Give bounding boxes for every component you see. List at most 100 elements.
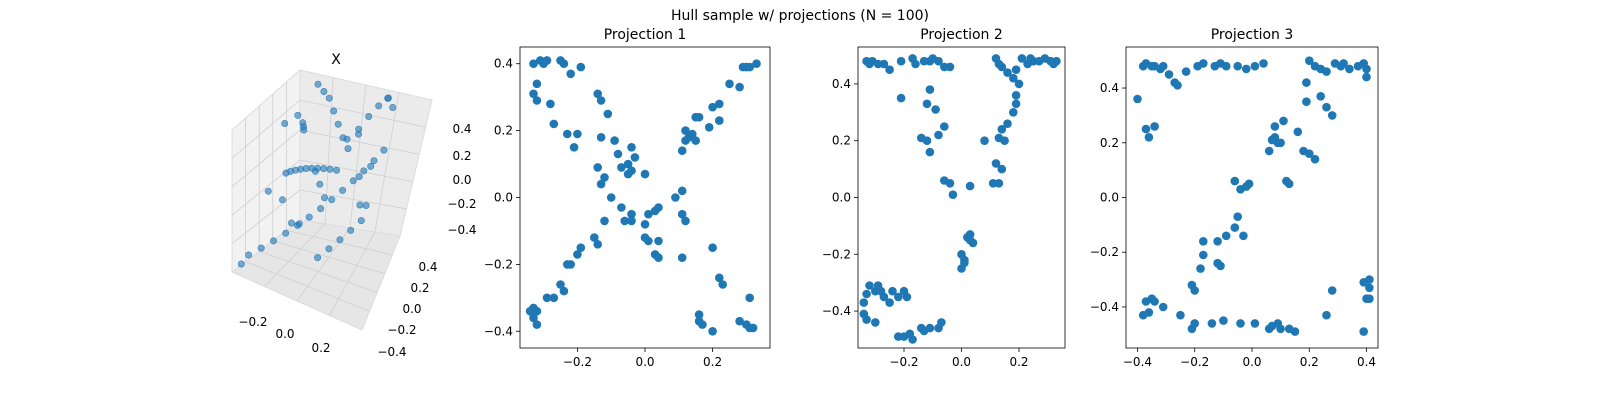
scatter-point	[1236, 319, 1245, 328]
scatter-point	[1141, 297, 1151, 306]
scatter-point	[576, 243, 586, 252]
scatter-point	[1196, 264, 1205, 273]
projection-3-title: Projection 3	[1211, 27, 1294, 43]
scatter-point	[862, 315, 871, 324]
scatter-point	[691, 136, 700, 145]
scatter-point	[623, 169, 633, 179]
scatter-point	[960, 258, 969, 268]
scatter-3d-point	[325, 245, 333, 253]
projection-2-points	[859, 54, 1061, 344]
scatter-point	[606, 193, 616, 202]
scatter-point	[862, 289, 871, 299]
x3d-tick-label: −0.2	[238, 315, 267, 329]
y3d-tick-label: 0.0	[402, 302, 421, 316]
projection-1-title: Projection 1	[604, 27, 687, 43]
scatter-point	[1230, 223, 1240, 232]
scatter-point	[698, 320, 707, 329]
scatter-3d-point	[344, 145, 352, 153]
scatter-3d-point	[326, 165, 334, 173]
scatter-point	[542, 293, 552, 303]
scatter-point	[1003, 119, 1012, 128]
scatter-point	[1216, 261, 1225, 271]
scatter-point	[1365, 283, 1374, 293]
scatter-3d-point	[305, 213, 313, 221]
scatter-point	[596, 179, 606, 189]
x-tick-label: −0.4	[1123, 355, 1152, 369]
scatter-3d-point	[299, 119, 307, 127]
projection-3-points	[1133, 56, 1374, 336]
panel-3d-points	[237, 80, 397, 268]
scatter-point	[1302, 78, 1311, 87]
scatter-point	[1150, 297, 1159, 306]
scatter-point	[566, 69, 575, 79]
scatter-point	[627, 143, 636, 152]
scatter-point	[735, 82, 744, 92]
scatter-3d-point	[357, 217, 365, 225]
scatter-3d-point	[360, 167, 368, 175]
scatter-point	[630, 153, 640, 162]
scatter-point	[1242, 64, 1251, 74]
scatter-point	[677, 146, 687, 155]
scatter-point	[549, 119, 559, 129]
scatter-point	[885, 65, 894, 74]
scatter-point	[1052, 56, 1061, 66]
scatter-point	[885, 298, 894, 307]
scatter-3d-point	[356, 201, 364, 209]
scatter-point	[1003, 68, 1012, 77]
scatter-point	[1365, 294, 1374, 304]
scatter-point	[704, 123, 714, 132]
scatter-point	[997, 125, 1007, 134]
y-tick-label: −0.2	[822, 247, 851, 261]
scatter-point	[529, 59, 538, 68]
scatter-point	[902, 292, 912, 302]
scatter-3d-point	[333, 166, 341, 174]
scatter-point	[1230, 176, 1240, 186]
scatter-point	[1322, 310, 1331, 320]
scatter-point	[1009, 73, 1018, 83]
scatter-point	[600, 216, 609, 226]
x-tick-label: −0.2	[889, 355, 918, 369]
scatter-point	[715, 273, 724, 283]
scatter-point	[600, 173, 609, 182]
scatter-point	[1264, 324, 1274, 334]
scatter-point	[748, 323, 758, 333]
scatter-3d-point	[328, 196, 336, 204]
scatter-3d-point	[347, 226, 355, 234]
figure-suptitle: Hull sample w/ projections (N = 100)	[671, 8, 929, 24]
scatter-3d-point	[370, 157, 378, 165]
scatter-point	[644, 209, 653, 219]
scatter-3d-point	[237, 260, 245, 268]
scatter-point	[718, 280, 727, 289]
scatter-point	[1339, 59, 1348, 68]
scatter-point	[994, 133, 1004, 143]
scatter-3d-point	[320, 165, 328, 173]
scatter-point	[532, 96, 542, 105]
scatter-3d-point	[349, 177, 357, 185]
scatter-point	[1190, 319, 1199, 328]
scatter-point	[1190, 286, 1199, 295]
scatter-3d-point	[316, 180, 324, 188]
scatter-point	[988, 179, 998, 188]
grid-line	[231, 129, 301, 188]
scatter-3d-point	[389, 104, 397, 112]
scatter-point	[610, 136, 619, 145]
scatter-point	[965, 230, 975, 239]
scatter-point	[644, 236, 653, 246]
scatter-3d-point	[311, 167, 319, 175]
scatter-3d-point	[281, 120, 289, 128]
scatter-point	[1365, 275, 1374, 284]
scatter-point	[1284, 179, 1294, 189]
scatter-point	[613, 149, 623, 159]
y-tick-label: −0.2	[484, 257, 513, 271]
scatter-point	[1164, 70, 1174, 79]
scatter-3d-point	[355, 173, 363, 181]
scatter-point	[894, 292, 903, 302]
scatter-point	[1213, 237, 1222, 246]
x-tick-label: 0.2	[1009, 355, 1028, 369]
scatter-point	[525, 306, 535, 316]
scatter-point	[1181, 67, 1191, 76]
scatter-point	[1199, 59, 1208, 68]
scatter-point	[559, 59, 569, 68]
scatter-point	[1233, 61, 1242, 71]
y-tick-label: 0.4	[494, 57, 513, 71]
